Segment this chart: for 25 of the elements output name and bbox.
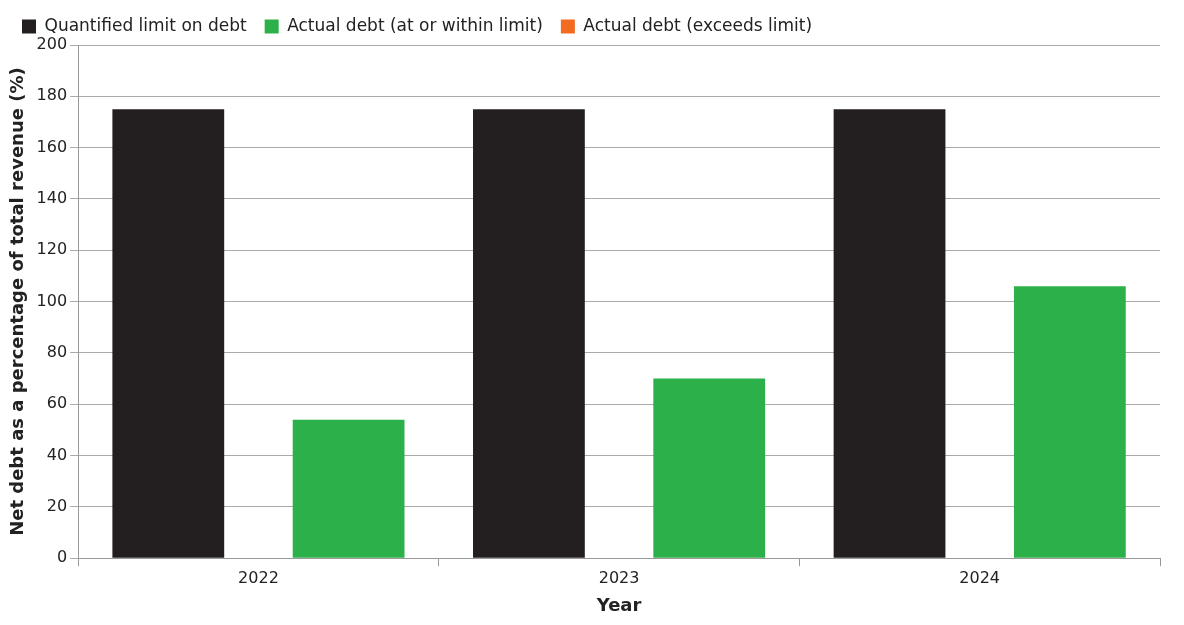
y-tick-label: 80 — [46, 342, 68, 362]
y-axis-title: Net debt as a percentage of total revenue (%) — [6, 67, 28, 536]
y-tick-label: 180 — [36, 85, 68, 105]
legend-label: Quantified limit on debt — [44, 14, 248, 35]
bar — [473, 109, 585, 558]
y-tick-label: 140 — [36, 188, 68, 208]
x-axis-title: Year — [595, 593, 642, 615]
bar — [1013, 286, 1126, 558]
y-tick-label: 0 — [56, 547, 68, 567]
legend-label: Actual debt (at or within limit) — [287, 14, 543, 35]
y-tick-label: 160 — [36, 136, 68, 156]
y-tick-label: 20 — [46, 496, 68, 516]
bar — [833, 109, 946, 558]
bar — [292, 419, 405, 558]
y-tick-label: 60 — [46, 393, 68, 413]
y-tick-label: 40 — [46, 444, 68, 464]
y-tick-label: 100 — [36, 290, 68, 310]
x-tick-label: 2024 — [959, 567, 1001, 587]
y-tick-label: 120 — [36, 239, 68, 259]
bar — [653, 378, 766, 558]
legend-label: Actual debt (exceeds limit) — [583, 14, 813, 35]
bar — [112, 109, 225, 558]
x-tick-label: 2022 — [238, 567, 279, 587]
x-tick-label: 2023 — [598, 567, 640, 587]
y-tick-label: 200 — [36, 34, 68, 54]
